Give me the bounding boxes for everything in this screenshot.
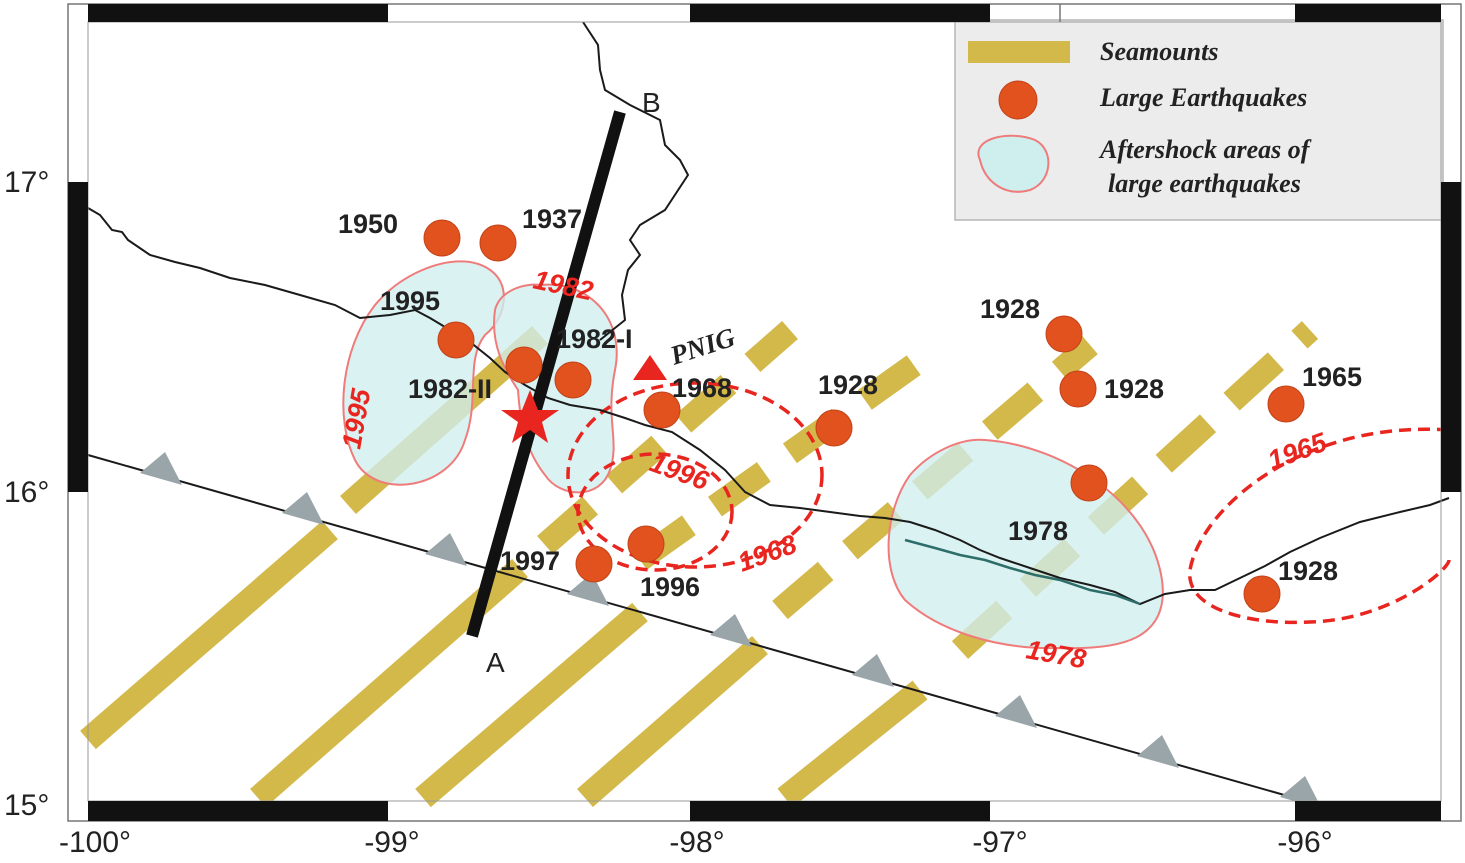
zone-ellipse-1996 [576, 452, 734, 572]
profile-line [466, 110, 626, 638]
frame-segment [1441, 182, 1461, 492]
seamount-stripe [537, 320, 798, 555]
dashed-zones [566, 381, 1451, 625]
coastline [87, 207, 1450, 606]
earthquake-marker[interactable] [643, 391, 681, 429]
x-tick-label: -96° [1277, 826, 1332, 859]
legend: Seamounts Large Earthquakes Aftershock a… [954, 19, 1444, 221]
trench-triangle [567, 573, 609, 606]
trench-triangles [140, 452, 1322, 809]
legend-aftershock-label-line2: large earthquakes [1108, 169, 1301, 198]
earthquake-label: 1928 [818, 370, 878, 400]
earthquake-marker[interactable] [1045, 315, 1083, 353]
seamount-stripe [951, 321, 1319, 659]
earthquake-label: 1995 [380, 286, 440, 316]
coastline-highlight [904, 538, 1141, 606]
x-tick-label: -97° [972, 826, 1027, 859]
profile-end-label: B [642, 87, 661, 118]
legend-earthquake-label: Large Earthquakes [1099, 83, 1307, 112]
seamount-stripe [633, 340, 942, 570]
y-tick-label: 15° [4, 789, 49, 822]
trench-triangle [1137, 735, 1179, 768]
earthquake-marker[interactable] [1243, 575, 1281, 613]
trench-triangle [425, 533, 467, 566]
trench-triangle [995, 695, 1037, 728]
y-tick-label: 16° [4, 476, 49, 509]
trench-triangle [140, 452, 182, 485]
frame-segment [68, 182, 88, 492]
trench [87, 452, 1331, 809]
earthquake-label: 1996 [640, 572, 700, 602]
state-border [582, 21, 690, 341]
earthquake-marker[interactable] [1070, 464, 1108, 502]
earthquake-marker[interactable] [815, 409, 853, 447]
y-axis-labels: 17° 16° 15° [4, 166, 49, 822]
x-tick-label: -100° [59, 826, 131, 859]
earthquake-label: 1950 [338, 209, 398, 239]
earthquake-label: 1982-I [556, 324, 633, 354]
legend-aftershock-label-line1: Aftershock areas of [1098, 135, 1312, 164]
map-frame [67, 3, 1462, 822]
x-axis-labels: -100° -99° -98° -97° -96° [59, 826, 1333, 859]
earthquake-marker[interactable] [505, 346, 543, 384]
station-triangle-icon [633, 355, 667, 380]
earthquake-marker[interactable] [423, 219, 461, 257]
earthquake-label: 1965 [1302, 362, 1362, 392]
seamount-stripe [777, 680, 928, 808]
frame-segment [690, 4, 990, 22]
aftershock-area-1982 [493, 283, 618, 494]
frame-segment [1295, 4, 1441, 22]
x-tick-label: -99° [364, 826, 419, 859]
earthquakes [423, 219, 1305, 613]
earthquake-marker[interactable] [554, 361, 592, 399]
legend-aftershock-swatch [977, 134, 1050, 193]
earthquake-label: 1968 [672, 373, 732, 403]
frame-segment [1295, 801, 1441, 821]
earthquake-marker[interactable] [1059, 370, 1097, 408]
earthquake-marker[interactable] [1267, 385, 1305, 423]
seamount-stripe [80, 520, 338, 750]
earthquake-marker[interactable] [437, 321, 475, 359]
earthquake-marker[interactable] [627, 525, 665, 563]
earthquake-label: 1982-II [408, 374, 492, 404]
zone-ellipse-1965 [1188, 427, 1451, 625]
aftershock-area-1995 [342, 260, 505, 486]
epicenter-star-icon [501, 390, 559, 443]
frame-segment [690, 801, 990, 821]
earthquake-label: 1978 [1008, 516, 1068, 546]
profile-start-label: A [486, 647, 505, 678]
legend-seamount-label: Seamounts [1100, 37, 1219, 66]
zone-ellipse-1968 [566, 381, 824, 569]
earthquake-label: 1928 [1104, 374, 1164, 404]
trench-triangle [852, 654, 894, 687]
earthquake-label: 1928 [1278, 556, 1338, 586]
x-tick-label: -98° [669, 826, 724, 859]
trench-triangle [710, 614, 752, 647]
seamount-stripe [415, 602, 648, 808]
earthquake-label: 1928 [980, 294, 1040, 324]
seamount-stripe [577, 635, 768, 808]
earthquake-label: 1997 [500, 546, 560, 576]
earthquake-label: 1937 [522, 204, 582, 234]
legend-earthquake-swatch [998, 80, 1038, 120]
trench-triangle [282, 492, 324, 525]
y-tick-label: 17° [4, 166, 49, 199]
frame-segment [88, 801, 388, 821]
earthquake-labels: 1950 1937 1995 1982-I 1982-II 1968 1928 … [338, 204, 1362, 602]
earthquake-marker[interactable] [479, 224, 517, 262]
frame-segment [88, 4, 388, 22]
earthquake-marker[interactable] [575, 545, 613, 583]
